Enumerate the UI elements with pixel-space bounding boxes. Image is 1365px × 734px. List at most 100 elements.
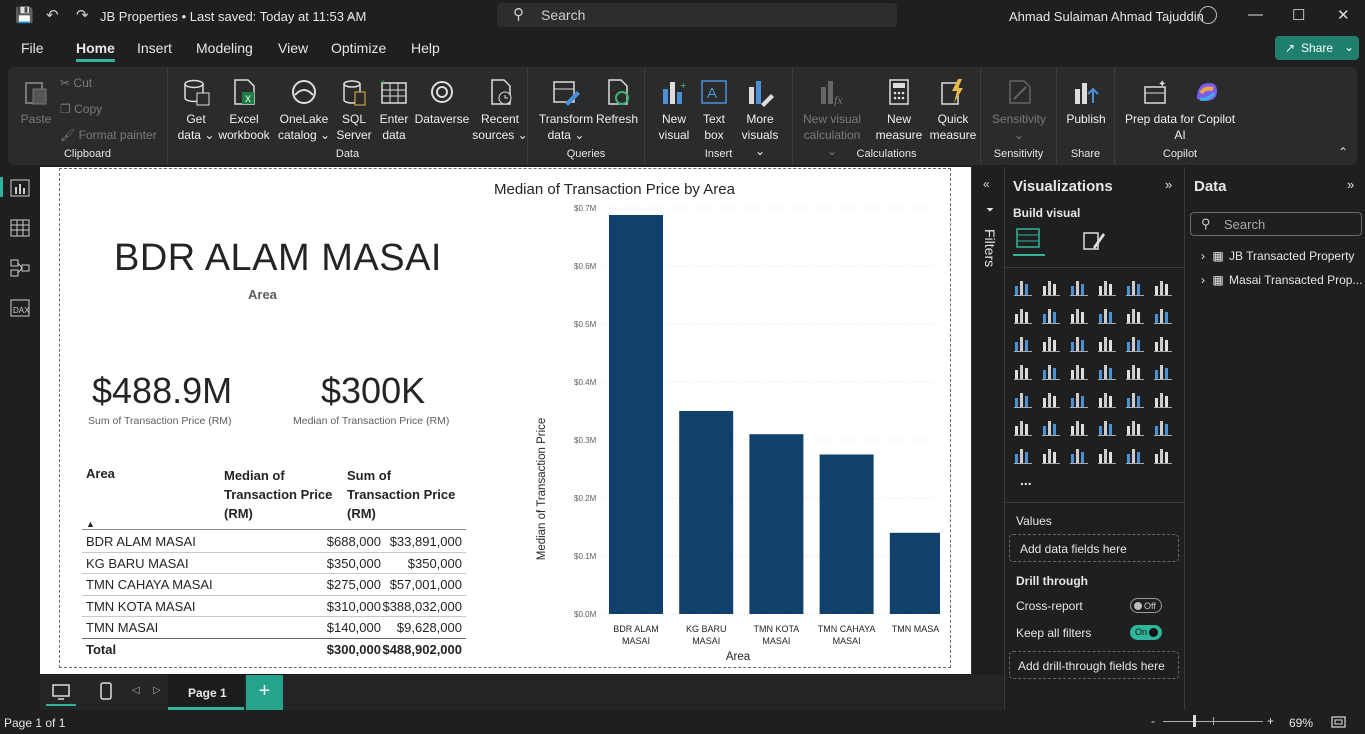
table-header-area[interactable]: Area bbox=[86, 466, 115, 481]
zoom-slider-thumb[interactable] bbox=[1193, 715, 1196, 727]
table-total-row[interactable]: Total $300,000 $488,902,000 bbox=[82, 639, 466, 661]
tab-help[interactable]: Help bbox=[411, 40, 440, 56]
arcgis-icon[interactable] bbox=[1097, 445, 1117, 465]
clustered-bar-icon[interactable] bbox=[1069, 277, 1089, 297]
table-row[interactable]: TMN KOTA MASAI $310,000 $388,032,000 bbox=[82, 596, 466, 617]
onelake-catalog-button[interactable]: OneLake catalog ⌄ bbox=[276, 77, 332, 143]
format-visual-tab[interactable] bbox=[1081, 227, 1107, 256]
100-area-icon[interactable] bbox=[1097, 305, 1117, 325]
azure-map-icon[interactable] bbox=[1097, 361, 1117, 381]
redo-icon[interactable]: ↷ bbox=[76, 7, 89, 24]
document-title[interactable]: JB Properties • Last saved: Today at 11:… bbox=[100, 9, 367, 24]
model-view-icon[interactable] bbox=[10, 259, 30, 277]
avatar[interactable] bbox=[1199, 6, 1217, 24]
more-visuals-button[interactable]: More visuals ⌄ bbox=[735, 77, 785, 159]
collapse-pane-icon[interactable]: » bbox=[1165, 177, 1173, 192]
table-row[interactable]: TMN CAHAYA MASAI $275,000 $57,001,000 bbox=[82, 574, 466, 596]
sensitivity-button[interactable]: Sensitivity ⌄ bbox=[987, 77, 1051, 143]
minimize-icon[interactable]: — bbox=[1248, 6, 1263, 23]
data-search-input[interactable]: ⚲ Search bbox=[1190, 212, 1362, 236]
transform-data-button[interactable]: Transform data ⌄ bbox=[536, 77, 596, 143]
excel-workbook-button[interactable]: X Excel workbook bbox=[216, 77, 272, 143]
clustered-column-icon[interactable] bbox=[1097, 277, 1117, 297]
dax-query-view-icon[interactable]: DAX bbox=[10, 299, 30, 317]
scatter-icon[interactable] bbox=[1097, 333, 1117, 353]
close-icon[interactable]: ✕ bbox=[1337, 7, 1350, 24]
values-drop-zone[interactable]: Add data fields here bbox=[1009, 534, 1179, 562]
100-column-icon[interactable] bbox=[1153, 277, 1173, 297]
line-clustered-icon[interactable] bbox=[1153, 305, 1173, 325]
table-row[interactable]: BDR ALAM MASAI $688,000 $33,891,000 bbox=[82, 531, 466, 553]
chart-bar[interactable] bbox=[679, 411, 734, 614]
text-box-button[interactable]: A Text box bbox=[695, 77, 733, 143]
data-table-item[interactable]: › ▦ Masai Transacted Prop... bbox=[1201, 273, 1363, 287]
desktop-layout-button[interactable] bbox=[46, 679, 76, 706]
ribbon-chart-icon[interactable] bbox=[1013, 333, 1033, 353]
data-table-item[interactable]: › ▦ JB Transacted Property bbox=[1201, 249, 1355, 263]
format-painter-button[interactable]: 🖌 Format painter bbox=[60, 128, 157, 142]
tab-home[interactable]: Home bbox=[76, 40, 115, 62]
bar-chart[interactable]: Median of Transaction Price by Area Medi… bbox=[480, 172, 940, 667]
line-chart-icon[interactable] bbox=[1013, 305, 1033, 325]
decomposition-tree-icon[interactable] bbox=[1069, 417, 1089, 437]
enter-data-button[interactable]: + Enter data bbox=[379, 78, 409, 142]
page-tab[interactable]: Page 1 bbox=[168, 675, 244, 710]
tab-insert[interactable]: Insert bbox=[137, 40, 173, 56]
qna-icon[interactable] bbox=[1097, 417, 1117, 437]
page-prev-icon[interactable]: ◁ bbox=[132, 685, 140, 696]
slicer-icon[interactable] bbox=[1069, 389, 1089, 409]
pie-chart-icon[interactable] bbox=[1125, 333, 1145, 353]
new-card-icon[interactable] bbox=[1041, 445, 1061, 465]
line-column-icon[interactable] bbox=[1125, 305, 1145, 325]
table-header-sum[interactable]: Sum of Transaction Price (RM) bbox=[347, 468, 456, 521]
filters-pane[interactable]: « ⏷ Filters bbox=[971, 167, 1003, 677]
card-icon[interactable] bbox=[1153, 361, 1173, 381]
expand-filters-icon[interactable]: « bbox=[983, 177, 990, 191]
keep-all-filters-toggle[interactable]: On bbox=[1130, 625, 1162, 640]
table-icon[interactable] bbox=[1097, 389, 1117, 409]
chart-bar[interactable] bbox=[889, 532, 940, 614]
waterfall-icon[interactable] bbox=[1041, 333, 1061, 353]
key-influencers-icon[interactable] bbox=[1041, 417, 1061, 437]
prep-data-copilot-button[interactable]: ✦ Prep data for Copilot AI bbox=[1124, 79, 1236, 142]
recent-sources-button[interactable]: Recent sources ⌄ bbox=[472, 77, 528, 143]
smart-narrative-icon[interactable] bbox=[1125, 417, 1145, 437]
mobile-layout-icon[interactable] bbox=[100, 682, 112, 700]
report-view-icon[interactable] bbox=[10, 179, 30, 197]
new-measure-button[interactable]: New measure bbox=[873, 77, 925, 143]
cut-button[interactable]: ✂ Cut bbox=[60, 76, 93, 90]
cross-report-toggle[interactable]: Off bbox=[1130, 598, 1162, 613]
chevron-down-icon[interactable]: ⌄ bbox=[346, 9, 356, 21]
multirow-card-icon[interactable] bbox=[1013, 389, 1033, 409]
stacked-bar-icon[interactable] bbox=[1013, 277, 1033, 297]
publish-button[interactable]: Publish bbox=[1062, 77, 1110, 127]
table-row[interactable]: KG BARU MASAI $350,000 $350,000 bbox=[82, 553, 466, 574]
maximize-icon[interactable]: ☐ bbox=[1292, 7, 1306, 24]
tab-view[interactable]: View bbox=[278, 40, 309, 56]
add-page-button[interactable]: + bbox=[246, 675, 283, 710]
kpi-icon[interactable] bbox=[1041, 389, 1061, 409]
new-slicer-icon[interactable] bbox=[1069, 445, 1089, 465]
table-row[interactable]: TMN MASAI $140,000 $9,628,000 bbox=[82, 617, 466, 639]
table-header-median[interactable]: Median of Transaction Price (RM) bbox=[224, 468, 333, 521]
new-visual-calculation-button[interactable]: fx New visual calculation ⌄ bbox=[799, 77, 865, 159]
r-visual-icon[interactable] bbox=[1153, 389, 1173, 409]
gauge-icon[interactable] bbox=[1125, 361, 1145, 381]
get-data-button[interactable]: Get data ⌄ bbox=[176, 77, 216, 143]
tab-modeling[interactable]: Modeling bbox=[196, 40, 253, 56]
treemap-icon[interactable] bbox=[1013, 361, 1033, 381]
100-bar-icon[interactable] bbox=[1125, 277, 1145, 297]
chart-bar[interactable] bbox=[749, 434, 804, 614]
undo-icon[interactable]: ↶ bbox=[46, 7, 59, 24]
dataverse-button[interactable]: Dataverse bbox=[414, 77, 470, 127]
matrix-icon[interactable] bbox=[1125, 389, 1145, 409]
power-apps-icon[interactable] bbox=[1125, 445, 1145, 465]
global-search[interactable]: ⚲ Search bbox=[497, 3, 897, 27]
new-visual-button[interactable]: + New visual bbox=[655, 77, 693, 143]
funnel-icon[interactable] bbox=[1069, 333, 1089, 353]
sort-ascending-icon[interactable]: ▲ bbox=[86, 519, 95, 529]
map-icon[interactable] bbox=[1041, 361, 1061, 381]
collapse-ribbon-icon[interactable]: ⌃ bbox=[1338, 145, 1349, 159]
chart-bar[interactable] bbox=[609, 214, 663, 614]
sql-server-button[interactable]: SQL Server bbox=[334, 77, 374, 143]
